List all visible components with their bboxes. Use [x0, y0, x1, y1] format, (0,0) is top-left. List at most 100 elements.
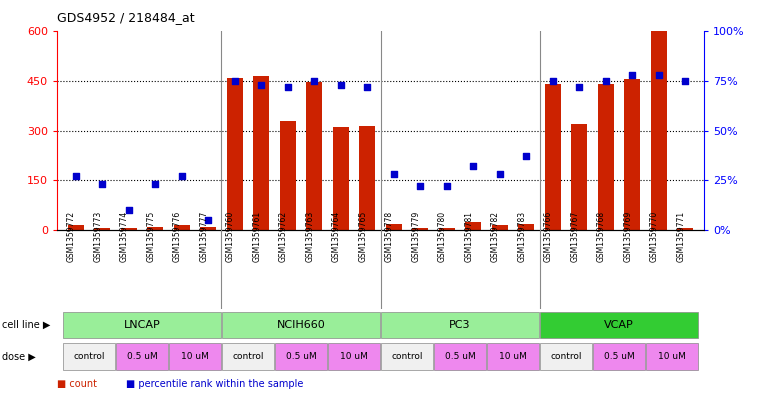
Text: GSM1359768: GSM1359768 — [597, 211, 606, 262]
Point — [653, 72, 665, 78]
Text: GSM1359763: GSM1359763 — [305, 211, 314, 262]
Text: 10 uM: 10 uM — [181, 352, 209, 360]
Point — [680, 78, 692, 84]
Bar — [169, 343, 221, 370]
Point — [335, 82, 347, 88]
Bar — [68, 225, 84, 230]
Text: GSM1359777: GSM1359777 — [199, 211, 209, 262]
Bar — [572, 124, 587, 230]
Bar — [677, 228, 693, 230]
Point — [308, 78, 320, 84]
Text: GSM1359771: GSM1359771 — [677, 211, 686, 262]
Bar — [359, 126, 375, 230]
Bar — [222, 312, 380, 338]
Point — [361, 84, 374, 90]
Text: GSM1359774: GSM1359774 — [119, 211, 129, 262]
Bar — [63, 312, 221, 338]
Text: GSM1359779: GSM1359779 — [411, 211, 420, 262]
Point — [494, 171, 506, 178]
Text: GSM1359781: GSM1359781 — [464, 211, 473, 262]
Point — [626, 72, 638, 78]
Bar — [222, 343, 274, 370]
Text: 10 uM: 10 uM — [658, 352, 686, 360]
Text: ■ percentile rank within the sample: ■ percentile rank within the sample — [126, 379, 303, 389]
Bar — [487, 343, 539, 370]
Bar — [253, 76, 269, 230]
Point — [96, 181, 108, 187]
Point — [521, 153, 533, 160]
Text: GSM1359780: GSM1359780 — [438, 211, 447, 262]
Point — [441, 183, 453, 189]
Bar — [386, 224, 402, 230]
Text: LNCAP: LNCAP — [123, 320, 161, 330]
Point — [467, 163, 479, 169]
Text: GSM1359767: GSM1359767 — [570, 211, 579, 262]
Bar — [333, 127, 349, 230]
Text: GDS4952 / 218484_at: GDS4952 / 218484_at — [57, 11, 195, 24]
Bar — [624, 79, 640, 230]
Text: control: control — [73, 352, 104, 360]
Text: GSM1359762: GSM1359762 — [279, 211, 288, 262]
Text: GSM1359765: GSM1359765 — [358, 211, 368, 262]
Bar — [63, 343, 115, 370]
Bar — [94, 228, 110, 230]
Text: control: control — [391, 352, 423, 360]
Bar — [174, 225, 189, 230]
Text: GSM1359761: GSM1359761 — [252, 211, 261, 262]
Bar — [434, 343, 486, 370]
Text: GSM1359769: GSM1359769 — [623, 211, 632, 262]
Bar — [116, 343, 168, 370]
Text: 0.5 uM: 0.5 uM — [285, 352, 317, 360]
Text: GSM1359778: GSM1359778 — [385, 211, 393, 262]
Bar — [598, 84, 614, 230]
Bar — [545, 84, 561, 230]
Point — [123, 207, 135, 213]
Text: 0.5 uM: 0.5 uM — [444, 352, 476, 360]
Bar — [275, 343, 327, 370]
Bar — [280, 121, 296, 230]
Bar — [121, 228, 137, 230]
Point — [202, 217, 215, 223]
Text: VCAP: VCAP — [604, 320, 634, 330]
Text: GSM1359760: GSM1359760 — [226, 211, 234, 262]
Bar — [651, 31, 667, 230]
Point — [176, 173, 188, 180]
Point — [282, 84, 294, 90]
Bar — [200, 227, 216, 230]
Bar — [412, 228, 428, 230]
Text: GSM1359772: GSM1359772 — [67, 211, 75, 262]
Point — [573, 84, 585, 90]
Point — [69, 173, 81, 180]
Text: GSM1359766: GSM1359766 — [544, 211, 552, 262]
Bar — [328, 343, 380, 370]
Bar — [492, 225, 508, 230]
Point — [255, 82, 267, 88]
Text: GSM1359764: GSM1359764 — [332, 211, 341, 262]
Bar — [540, 343, 592, 370]
Text: 10 uM: 10 uM — [499, 352, 527, 360]
Bar — [227, 78, 243, 230]
Text: PC3: PC3 — [449, 320, 471, 330]
Text: GSM1359770: GSM1359770 — [650, 211, 659, 262]
Text: GSM1359783: GSM1359783 — [517, 211, 527, 262]
Bar — [646, 343, 698, 370]
Bar — [381, 343, 433, 370]
Text: 10 uM: 10 uM — [340, 352, 368, 360]
Text: 0.5 uM: 0.5 uM — [126, 352, 158, 360]
Text: GSM1359775: GSM1359775 — [146, 211, 155, 262]
Text: GSM1359782: GSM1359782 — [491, 211, 500, 262]
Point — [600, 78, 612, 84]
Text: ■ count: ■ count — [57, 379, 97, 389]
Bar — [306, 82, 322, 230]
Bar — [465, 222, 481, 230]
Text: cell line ▶: cell line ▶ — [2, 320, 50, 330]
Point — [387, 171, 400, 178]
Bar — [147, 227, 163, 230]
Point — [149, 181, 161, 187]
Text: control: control — [232, 352, 264, 360]
Bar — [518, 224, 534, 230]
Text: NCIH660: NCIH660 — [276, 320, 326, 330]
Bar — [439, 228, 455, 230]
Text: dose ▶: dose ▶ — [2, 352, 35, 362]
Text: 0.5 uM: 0.5 uM — [603, 352, 635, 360]
